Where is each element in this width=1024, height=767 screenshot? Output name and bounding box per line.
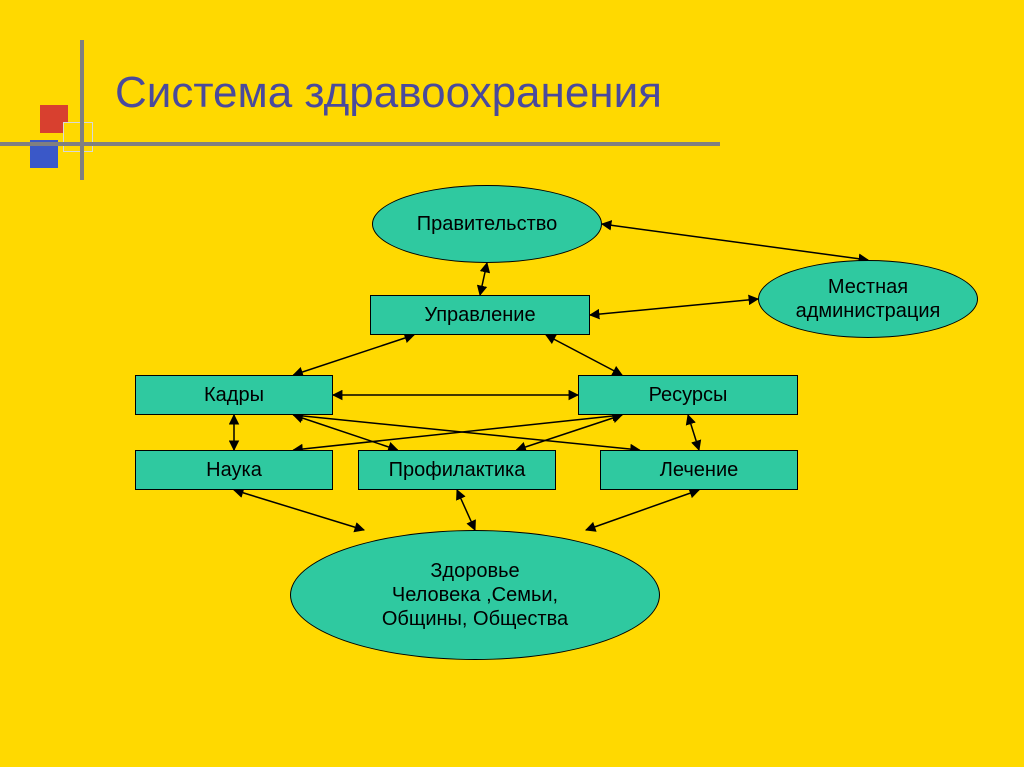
edge-mgmt-res — [546, 335, 622, 375]
decor-v-line — [80, 40, 84, 180]
edge-res-prev — [516, 415, 622, 450]
slide: Система здравоохранения Правительство Мес… — [0, 0, 1024, 767]
decor-h-line — [0, 142, 720, 146]
node-treat: Лечение — [600, 450, 798, 490]
node-health: Здоровье Человека ,Семьи, Общины, Общест… — [290, 530, 660, 660]
node-res: Ресурсы — [578, 375, 798, 415]
node-sci: Наука — [135, 450, 333, 490]
edge-sci-health — [234, 490, 364, 530]
node-local: Местная администрация — [758, 260, 978, 338]
edge-mgmt-local — [590, 299, 758, 315]
node-staff: Кадры — [135, 375, 333, 415]
node-gov: Правительство — [372, 185, 602, 263]
edge-gov-local — [602, 224, 868, 260]
edge-treat-health — [586, 490, 699, 530]
edge-gov-mgmt — [480, 263, 487, 295]
edge-prev-health — [457, 490, 475, 530]
node-mgmt: Управление — [370, 295, 590, 335]
edge-res-sci — [293, 415, 622, 450]
edge-staff-treat — [293, 415, 639, 450]
node-prev: Профилактика — [358, 450, 556, 490]
edge-mgmt-staff — [293, 335, 414, 375]
decor-square-yellow — [63, 122, 93, 152]
edge-staff-prev — [293, 415, 397, 450]
slide-title: Система здравоохранения — [115, 68, 662, 118]
edge-res-treat — [688, 415, 699, 450]
